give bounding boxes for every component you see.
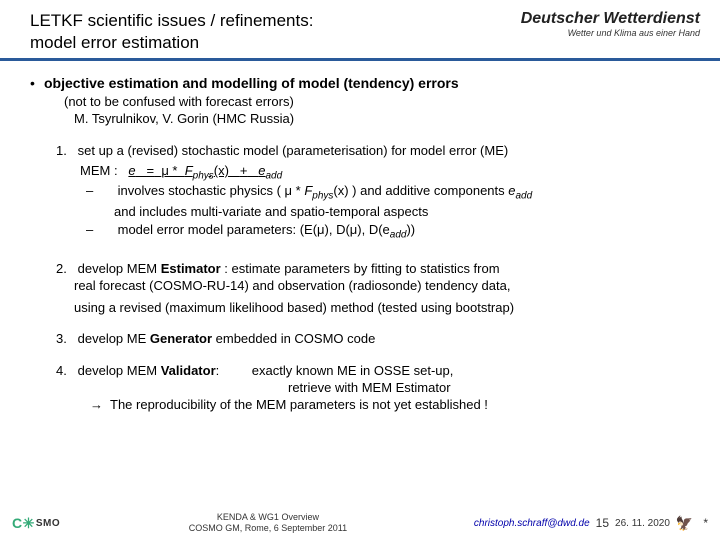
title-block: LETKF scientific issues / refinements: m… <box>30 10 313 54</box>
item-2: 2. develop MEM Estimator : estimate para… <box>56 260 690 317</box>
conclusion-line: → The reproducibility of the MEM paramet… <box>90 397 690 412</box>
eagle-icon: 🦅 <box>676 515 693 532</box>
arrow-icon: → <box>90 397 103 412</box>
main-bullet: • objective estimation and modelling of … <box>30 75 690 92</box>
slide-content: • objective estimation and modelling of … <box>0 61 720 412</box>
org-tagline: Wetter und Klima aus einer Hand <box>521 28 700 38</box>
footer-right: christoph.schraff@dwd.de 15 26. 11. 2020… <box>474 515 708 532</box>
mem-equation: MEM : e = μ * Fphys(x) + eadd <box>80 163 690 182</box>
footer-email: christoph.schraff@dwd.de <box>474 518 590 529</box>
sub-note-1: (not to be confused with forecast errors… <box>64 94 690 111</box>
cosmo-logo: C✳SMO <box>12 513 62 533</box>
item-1: 1. set up a (revised) stochastic model (… <box>56 142 690 160</box>
footer-center: KENDA & WG1 Overview COSMO GM, Rome, 6 S… <box>62 512 474 534</box>
footer-date: 26. 11. 2020 <box>615 518 670 529</box>
num-3: 3. <box>56 330 74 348</box>
item-3: 3. develop ME Generator embedded in COSM… <box>56 330 690 348</box>
dash-1: – involves stochastic physics ( μ * Fphy… <box>100 182 690 221</box>
slide-header: LETKF scientific issues / refinements: m… <box>0 0 720 61</box>
title-line-2: model error estimation <box>30 32 313 54</box>
footer-left: C✳SMO <box>12 513 62 533</box>
num-2: 2. <box>56 260 74 278</box>
dash-2: – model error model parameters: (E(μ), D… <box>100 221 690 242</box>
sub-note-2: M. Tsyrulnikov, V. Gorin (HMC Russia) <box>74 111 690 128</box>
item-1-text: set up a (revised) stochastic model (par… <box>78 143 509 158</box>
dash-icon: – <box>100 221 114 239</box>
star-icon: * <box>703 516 708 530</box>
cosmo-icon: C✳ <box>12 515 35 532</box>
title-line-1: LETKF scientific issues / refinements: <box>30 10 313 32</box>
org-name: Deutscher Wetterdienst <box>521 10 700 28</box>
dwd-logo: Deutscher Wetterdienst Wetter und Klima … <box>521 10 700 38</box>
dash-icon: – <box>100 182 114 200</box>
bullet-dot-icon: • <box>30 75 44 92</box>
slide-footer: C✳SMO KENDA & WG1 Overview COSMO GM, Rom… <box>0 512 720 534</box>
main-bullet-text: objective estimation and modelling of mo… <box>44 75 459 91</box>
num-4: 4. <box>56 362 74 380</box>
page-number: 15 <box>596 516 609 530</box>
num-1: 1. <box>56 142 74 160</box>
eq-label: MEM : <box>80 163 118 178</box>
item-4: 4. develop MEM Validator: exactly known … <box>56 362 690 397</box>
